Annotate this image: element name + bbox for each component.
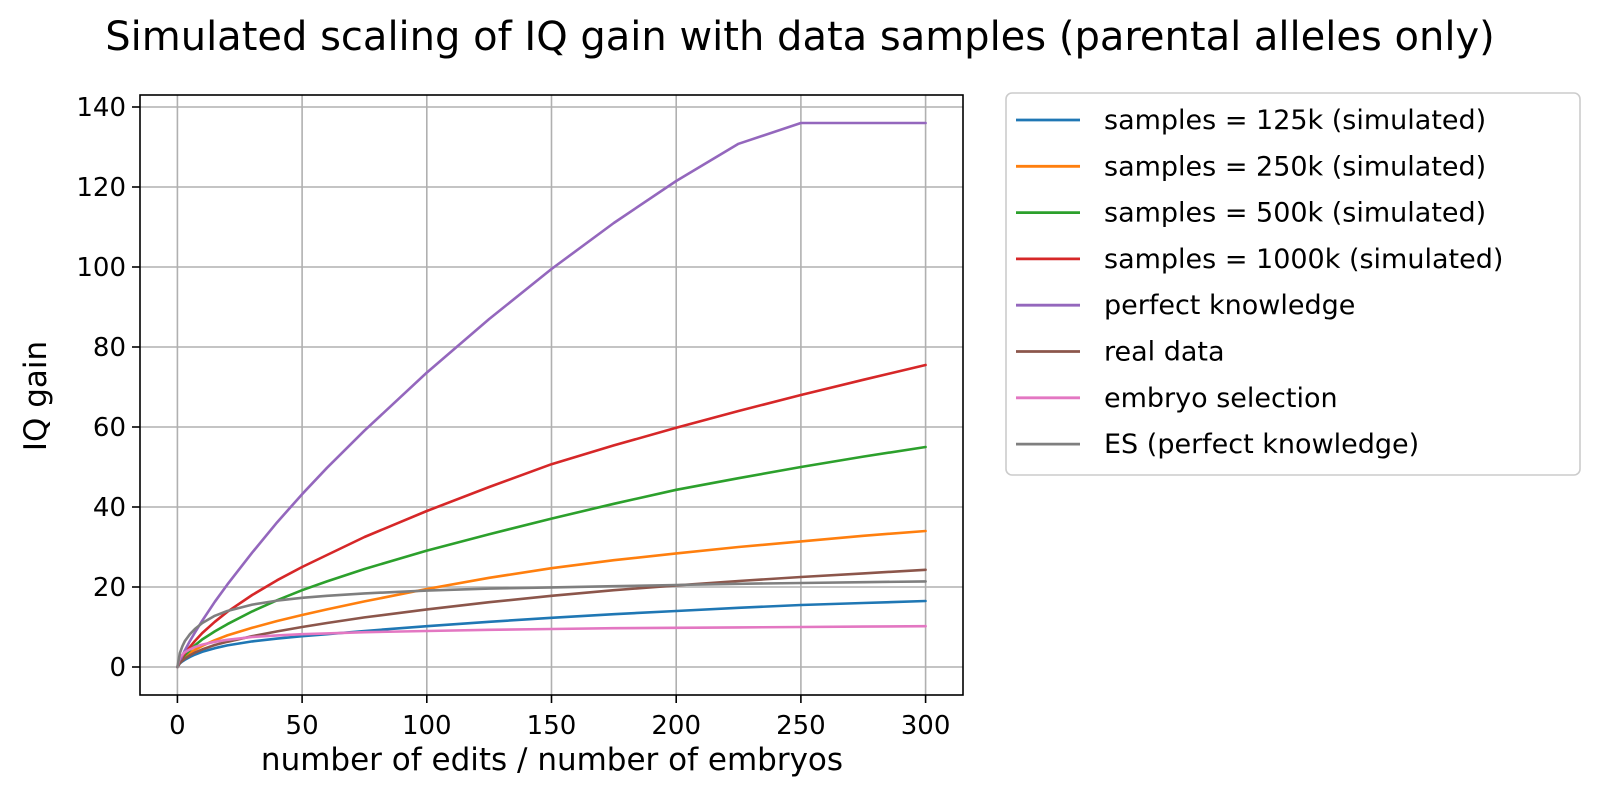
x-tick-label: 50: [286, 711, 319, 741]
x-axis-ticks: 0 50 100 150 200 250 300: [169, 695, 950, 741]
legend-item: perfect knowledge: [1016, 290, 1355, 321]
y-tick-label: 120: [76, 173, 126, 203]
x-tick-label: 300: [901, 711, 951, 741]
x-tick-label: 200: [651, 711, 701, 741]
legend-label: samples = 1000k (simulated): [1104, 244, 1503, 275]
legend: samples = 125k (simulated) samples = 250k…: [1005, 92, 1581, 476]
y-tick-label: 80: [93, 333, 126, 363]
series-line-7: [176, 624, 927, 669]
legend-label: perfect knowledge: [1104, 290, 1355, 321]
legend-label: real data: [1104, 337, 1225, 368]
y-tick-label: 20: [93, 573, 126, 603]
legend-items: samples = 125k (simulated) samples = 250k…: [1016, 105, 1503, 460]
y-tick-label: 0: [109, 653, 126, 683]
x-axis-label: number of edits / number of embryos: [261, 742, 843, 778]
y-tick-label: 60: [93, 413, 126, 443]
y-tick-label: 100: [76, 253, 126, 283]
x-tick-label: 0: [169, 711, 186, 741]
legend-label: samples = 500k (simulated): [1104, 198, 1486, 229]
series-line-5: [176, 121, 927, 669]
legend-label: samples = 250k (simulated): [1104, 151, 1486, 182]
chart-title: Simulated scaling of IQ gain with data s…: [105, 14, 1495, 60]
legend-item: samples = 125k (simulated): [1016, 105, 1486, 136]
x-tick-label: 250: [776, 711, 826, 741]
legend-label: samples = 125k (simulated): [1104, 105, 1486, 136]
y-tick-label: 140: [76, 93, 126, 123]
x-tick-label: 100: [402, 711, 452, 741]
legend-item: real data: [1016, 337, 1225, 368]
legend-item: samples = 500k (simulated): [1016, 198, 1486, 229]
legend-item: samples = 250k (simulated): [1016, 151, 1486, 182]
series-layer: [176, 121, 927, 669]
legend-item: embryo selection: [1016, 383, 1338, 414]
y-axis-ticks: 0 20 40 60 80 100 120 140: [76, 93, 140, 683]
legend-label: embryo selection: [1104, 383, 1338, 414]
legend-item: ES (perfect knowledge): [1016, 429, 1419, 460]
legend-item: samples = 1000k (simulated): [1016, 244, 1503, 275]
series-line-8: [176, 580, 927, 669]
plot-area: 0 50 100 150 200 250 300 0 20 40 60 80 100 120 140: [76, 93, 964, 741]
series-line-2: [176, 529, 927, 669]
legend-box: [1005, 92, 1581, 476]
x-tick-label: 150: [527, 711, 577, 741]
legend-label: ES (perfect knowledge): [1104, 429, 1419, 460]
y-tick-label: 40: [93, 493, 126, 523]
y-axis-label: IQ gain: [18, 341, 54, 451]
